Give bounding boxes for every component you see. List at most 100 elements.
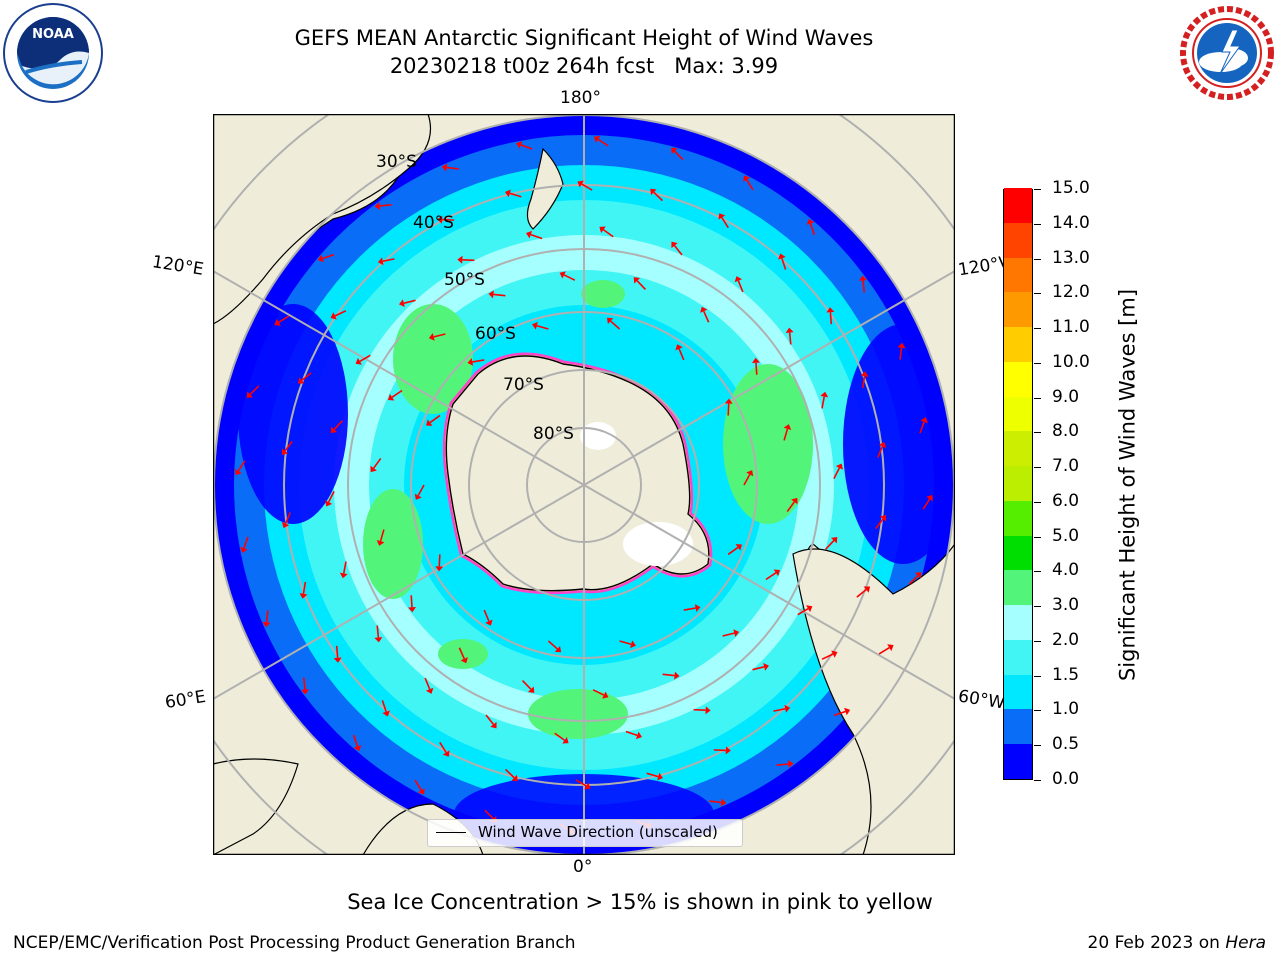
wave-direction-arrow [374, 202, 392, 210]
wave-direction-arrow [330, 420, 343, 434]
wave-direction-arrow [671, 241, 683, 256]
wave-direction-arrow [577, 180, 593, 191]
wave-direction-arrow [709, 798, 727, 807]
wave-direction-arrow [437, 215, 455, 224]
wave-direction-arrow [833, 707, 851, 717]
lon-label-60w: 60°W [956, 686, 1007, 714]
colorbar-tick-label: 9.0 [1052, 386, 1080, 407]
wind-wave-direction-arrows [235, 136, 933, 834]
wave-direction-arrow [439, 741, 450, 757]
colorbar-tick-label: 0.0 [1052, 769, 1080, 789]
colorbar-tick-mark [1034, 223, 1041, 225]
wave-direction-arrow [330, 310, 347, 320]
wave-direction-arrow [876, 441, 887, 458]
wave-direction-arrow [743, 470, 754, 486]
colorbar-tick-mark [1034, 640, 1041, 642]
colorbar-tick-label: 13.0 [1052, 247, 1090, 268]
colorbar-tick-label: 7.0 [1052, 456, 1080, 477]
wave-direction-arrow [240, 536, 249, 553]
colorbar-segment [1004, 291, 1032, 328]
colorbar-segment [1004, 187, 1032, 223]
wave-direction-arrow [441, 163, 459, 172]
colorbar-tick-mark [1034, 745, 1041, 747]
lat-label-80s: 80°S [533, 424, 574, 444]
wave-direction-arrow [370, 457, 382, 473]
south-america-landmass [792, 542, 955, 855]
lat-label-30s: 30°S [376, 152, 417, 172]
lat-label-50s: 50°S [444, 270, 485, 290]
high-wave-patch [723, 364, 813, 524]
wave-direction-arrow [765, 569, 781, 581]
colorbar-tick-mark [1034, 780, 1041, 781]
wave-direction-arrow [599, 226, 614, 238]
wave-direction-arrow [559, 271, 576, 281]
wave-direction-arrow [700, 306, 710, 323]
wave-direction-arrow [675, 344, 685, 361]
wave-direction-arrow [299, 581, 308, 599]
wave-direction-arrow [274, 315, 290, 326]
colorbar [1003, 187, 1033, 780]
wave-direction-arrow [235, 460, 246, 476]
polar-map [212, 113, 956, 856]
wave-direction-arrow [426, 414, 441, 426]
wave-direction-arrow [504, 768, 518, 782]
colorbar-segment [1004, 535, 1032, 571]
colorbar-tick-label: 1.0 [1052, 699, 1080, 720]
wave-direction-arrow [785, 327, 794, 345]
wave-direction-arrow [414, 779, 425, 795]
wave-direction-arrow [778, 253, 787, 270]
wave-direction-arrow [355, 354, 371, 365]
colorbar-tick-mark [1034, 606, 1041, 608]
wave-direction-arrow [860, 371, 869, 389]
wave-direction-arrow [786, 497, 798, 513]
wave-direction-arrow [752, 662, 770, 671]
new-zealand-landmass [526, 147, 564, 230]
wave-direction-arrow [301, 677, 309, 695]
noaa-logo-text: NOAA [32, 27, 74, 42]
wave-direction-arrow [727, 544, 742, 556]
wave-direction-arrow [671, 147, 684, 161]
colorbar-segment [1004, 569, 1032, 606]
wave-direction-arrow [875, 515, 887, 530]
wave-direction-arrow [859, 275, 867, 293]
wave-direction-arrow [593, 136, 609, 147]
wave-direction-arrow [821, 650, 838, 660]
wave-direction-arrow [908, 572, 922, 585]
colorbar-tick-mark [1034, 397, 1041, 399]
wave-direction-arrow [504, 189, 522, 198]
colorbar-segment [1004, 743, 1032, 779]
wave-direction-arrow [526, 230, 543, 240]
wave-direction-arrow [554, 732, 569, 744]
wave-direction-arrow [317, 253, 335, 263]
wave-direction-arrow [262, 610, 271, 628]
colorbar-tick-label: 11.0 [1052, 317, 1090, 338]
wave-direction-arrow [724, 398, 733, 416]
colorbar-tick-label: 10.0 [1052, 351, 1090, 372]
nws-logo-icon [1176, 2, 1278, 104]
wave-direction-arrow [246, 385, 260, 398]
colorbar-tick-label: 1.5 [1052, 664, 1080, 685]
wave-direction-arrow [281, 512, 292, 529]
wave-direction-arrow [718, 213, 729, 229]
wave-direction-arrow [833, 463, 843, 479]
wave-direction-arrow [377, 257, 395, 266]
wave-direction-arrow [575, 779, 591, 790]
wave-direction-arrow [897, 342, 906, 360]
lon-label-180: 180° [560, 88, 601, 108]
wave-direction-arrow [633, 277, 647, 290]
colorbar-tick-label: 15.0 [1052, 178, 1090, 198]
madagascar-landmass [213, 758, 299, 855]
wave-direction-arrow [713, 746, 731, 755]
colorbar-tick-mark [1034, 501, 1041, 503]
colorbar-tick-label: 3.0 [1052, 595, 1080, 616]
colorbar-segment [1004, 430, 1032, 467]
colorbar-tick-mark [1034, 189, 1041, 190]
wave-direction-arrow [662, 671, 680, 680]
high-wave-patch [528, 689, 628, 739]
colorbar-tick-label: 14.0 [1052, 212, 1090, 233]
high-wave-patch [581, 280, 625, 308]
colorbar-tick-label: 2.0 [1052, 629, 1080, 650]
high-wave-patch [363, 489, 423, 599]
wave-direction-arrow [408, 595, 417, 613]
wave-direction-arrow [806, 218, 816, 236]
